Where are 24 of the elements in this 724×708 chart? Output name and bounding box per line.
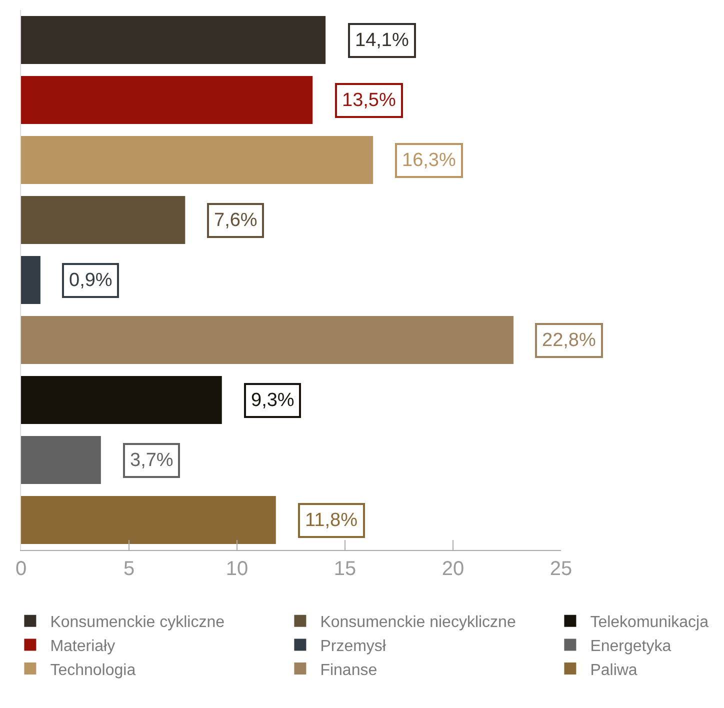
data-label: 22,8% bbox=[542, 330, 596, 351]
data-label: 13,5% bbox=[342, 90, 396, 111]
legend-label: Przemysł bbox=[320, 638, 386, 655]
x-tick-label: 25 bbox=[550, 558, 572, 580]
data-label: 9,3% bbox=[251, 390, 294, 411]
legend-label: Materiały bbox=[50, 638, 116, 655]
data-label: 7,6% bbox=[214, 210, 258, 231]
data-label: 3,7% bbox=[130, 450, 174, 471]
legend-label: Konsumenckie cykliczne bbox=[50, 614, 225, 632]
data-label: 14,1% bbox=[355, 30, 409, 51]
x-tick-label: 20 bbox=[442, 558, 464, 580]
x-tick-label: 0 bbox=[15, 558, 27, 580]
data-label: 16,3% bbox=[402, 150, 456, 171]
legend-label: Energetyka bbox=[590, 638, 672, 655]
legend-label: Telekomunikacja bbox=[590, 614, 709, 632]
legend-label: Finanse bbox=[320, 662, 378, 679]
legend-label: Konsumenckie niecykliczne bbox=[320, 614, 516, 632]
x-tick-label: 5 bbox=[123, 558, 135, 580]
data-label: 11,8% bbox=[305, 510, 358, 531]
legend-label: Technologia bbox=[50, 662, 136, 679]
x-tick-label: 15 bbox=[334, 558, 356, 580]
legend-label: Paliwa bbox=[590, 662, 638, 679]
data-label: 0,9% bbox=[69, 270, 112, 291]
x-tick-label: 10 bbox=[226, 558, 248, 580]
